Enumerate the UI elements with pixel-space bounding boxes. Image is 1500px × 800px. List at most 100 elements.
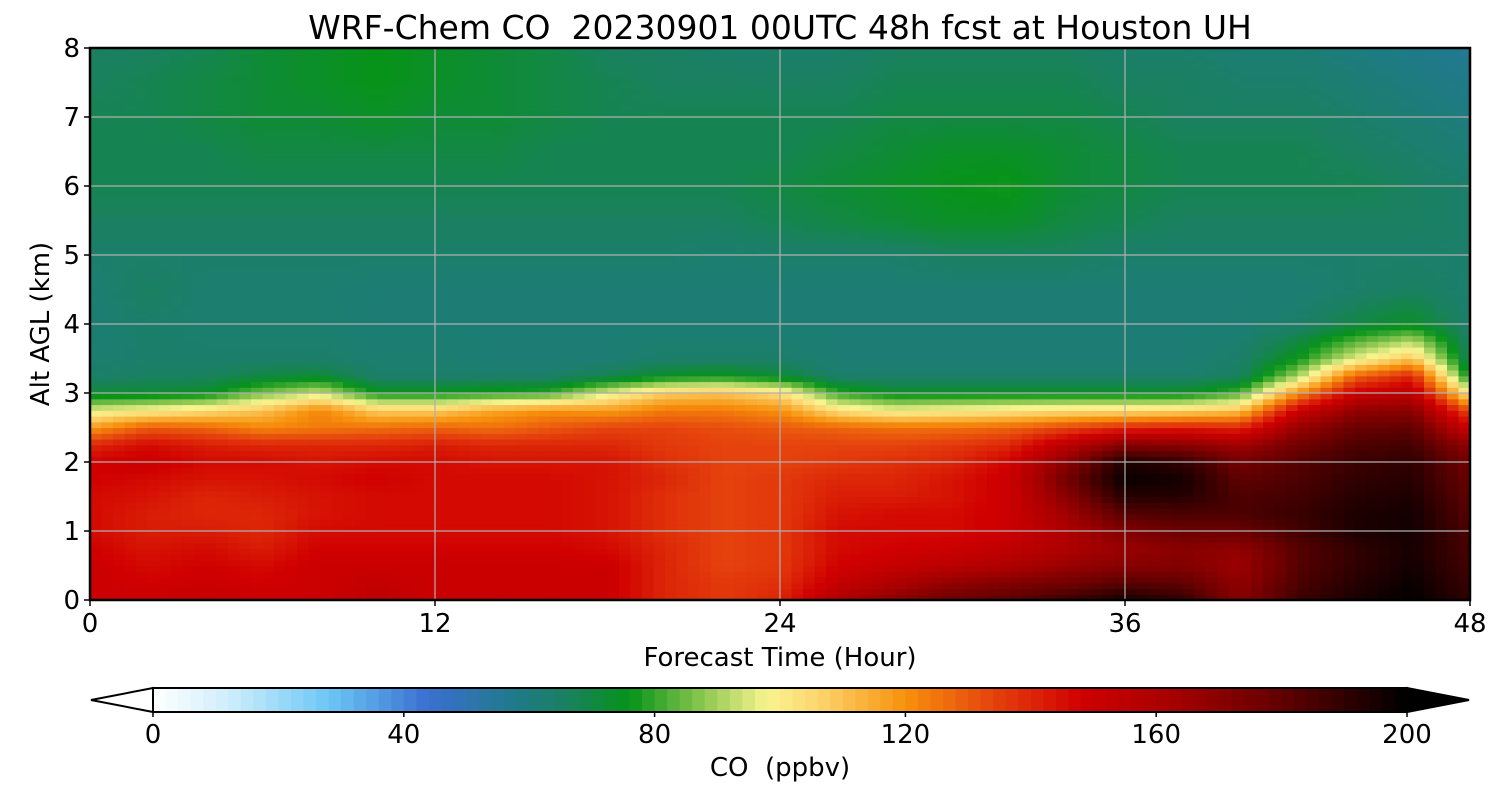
heatmap-cell xyxy=(584,554,597,561)
heatmap-cell xyxy=(561,525,574,532)
heatmap-cell xyxy=(1274,393,1287,400)
heatmap-cell xyxy=(561,594,574,600)
heatmap-cell xyxy=(550,410,563,417)
heatmap-cell xyxy=(941,554,954,561)
heatmap-cell xyxy=(619,398,632,406)
heatmap-cell xyxy=(1044,370,1057,377)
heatmap-cell xyxy=(642,473,655,480)
heatmap-cell xyxy=(757,439,770,446)
heatmap-cell xyxy=(389,594,402,600)
heatmap-cell xyxy=(584,588,597,595)
heatmap-cell xyxy=(331,358,344,365)
heatmap-cell xyxy=(952,462,965,469)
heatmap-cell xyxy=(791,381,804,388)
heatmap-cell xyxy=(228,479,241,486)
heatmap-cell xyxy=(205,554,218,561)
heatmap-cell xyxy=(814,393,827,400)
heatmap-cell xyxy=(1044,433,1057,440)
heatmap-cell xyxy=(837,508,850,515)
heatmap-cell xyxy=(1320,571,1333,578)
heatmap-cell xyxy=(366,536,379,544)
heatmap-cell xyxy=(1113,565,1126,572)
heatmap-cell xyxy=(711,427,724,434)
heatmap-cell xyxy=(492,370,505,377)
heatmap-cell xyxy=(1343,456,1356,463)
heatmap-cell xyxy=(538,571,551,578)
heatmap-cell xyxy=(929,577,942,584)
heatmap-cell xyxy=(734,542,747,549)
heatmap-cell xyxy=(757,381,770,388)
heatmap-cell xyxy=(527,444,540,452)
heatmap-cell xyxy=(1263,582,1276,590)
heatmap-cell xyxy=(101,456,114,463)
heatmap-cell xyxy=(573,473,586,480)
heatmap-cell xyxy=(492,467,505,475)
heatmap-cell xyxy=(458,410,471,417)
heatmap-cell xyxy=(193,393,206,400)
heatmap-cell xyxy=(1274,496,1287,503)
heatmap-cell xyxy=(803,594,816,600)
heatmap-cell xyxy=(964,416,977,423)
heatmap-cell xyxy=(1010,577,1023,584)
heatmap-cell xyxy=(377,433,390,440)
heatmap-cell xyxy=(573,450,586,457)
heatmap-cell xyxy=(389,554,402,561)
heatmap-cell xyxy=(952,358,965,365)
heatmap-cell xyxy=(1194,393,1207,400)
heatmap-cell xyxy=(768,485,781,492)
heatmap-cell xyxy=(1067,450,1080,457)
heatmap-cell xyxy=(159,525,172,532)
heatmap-cell xyxy=(113,427,126,434)
heatmap-cell xyxy=(734,427,747,434)
heatmap-cell xyxy=(1355,370,1368,377)
heatmap-cell xyxy=(446,404,459,411)
heatmap-cell xyxy=(182,370,195,377)
heatmap-cell xyxy=(228,421,241,429)
heatmap-cell xyxy=(400,450,413,457)
heatmap-cell xyxy=(377,358,390,365)
heatmap-cell xyxy=(239,467,252,475)
heatmap-cell xyxy=(435,513,448,521)
heatmap-cell xyxy=(481,496,494,503)
heatmap-cell xyxy=(1332,536,1345,544)
heatmap-cell xyxy=(193,508,206,515)
heatmap-cell xyxy=(941,559,954,567)
heatmap-cell xyxy=(504,565,517,572)
heatmap-cell xyxy=(872,531,885,538)
heatmap-cell xyxy=(1033,433,1046,440)
heatmap-cell xyxy=(1033,496,1046,503)
heatmap-cell xyxy=(251,565,264,572)
heatmap-cell xyxy=(1355,554,1368,561)
heatmap-cell xyxy=(860,565,873,572)
heatmap-cell xyxy=(987,508,1000,515)
heatmap-cell xyxy=(872,427,885,434)
heatmap-cell xyxy=(1182,450,1195,457)
heatmap-cell xyxy=(262,479,275,486)
heatmap-cell xyxy=(1159,439,1172,446)
heatmap-cell xyxy=(308,490,321,498)
heatmap-cell xyxy=(1297,577,1310,584)
heatmap-cell xyxy=(1424,565,1437,572)
heatmap-cell xyxy=(1021,490,1034,498)
heatmap-cell xyxy=(699,439,712,446)
heatmap-cell xyxy=(561,536,574,544)
heatmap-cell xyxy=(895,508,908,515)
heatmap-cell xyxy=(895,588,908,595)
heatmap-cell xyxy=(239,519,252,526)
heatmap-cell xyxy=(1171,531,1184,538)
heatmap-cell xyxy=(377,588,390,595)
heatmap-cell xyxy=(573,565,586,572)
heatmap-cell xyxy=(814,462,827,469)
heatmap-cell xyxy=(665,525,678,532)
heatmap-cell xyxy=(170,519,183,526)
heatmap-cell xyxy=(170,364,183,371)
heatmap-cell xyxy=(354,393,367,400)
heatmap-cell xyxy=(412,525,425,532)
heatmap-cell xyxy=(607,427,620,434)
heatmap-cell xyxy=(906,416,919,423)
heatmap-cell xyxy=(688,554,701,561)
heatmap-cell xyxy=(929,502,942,509)
heatmap-cell xyxy=(699,416,712,423)
heatmap-cell xyxy=(550,433,563,440)
heatmap-cell xyxy=(1217,565,1230,572)
